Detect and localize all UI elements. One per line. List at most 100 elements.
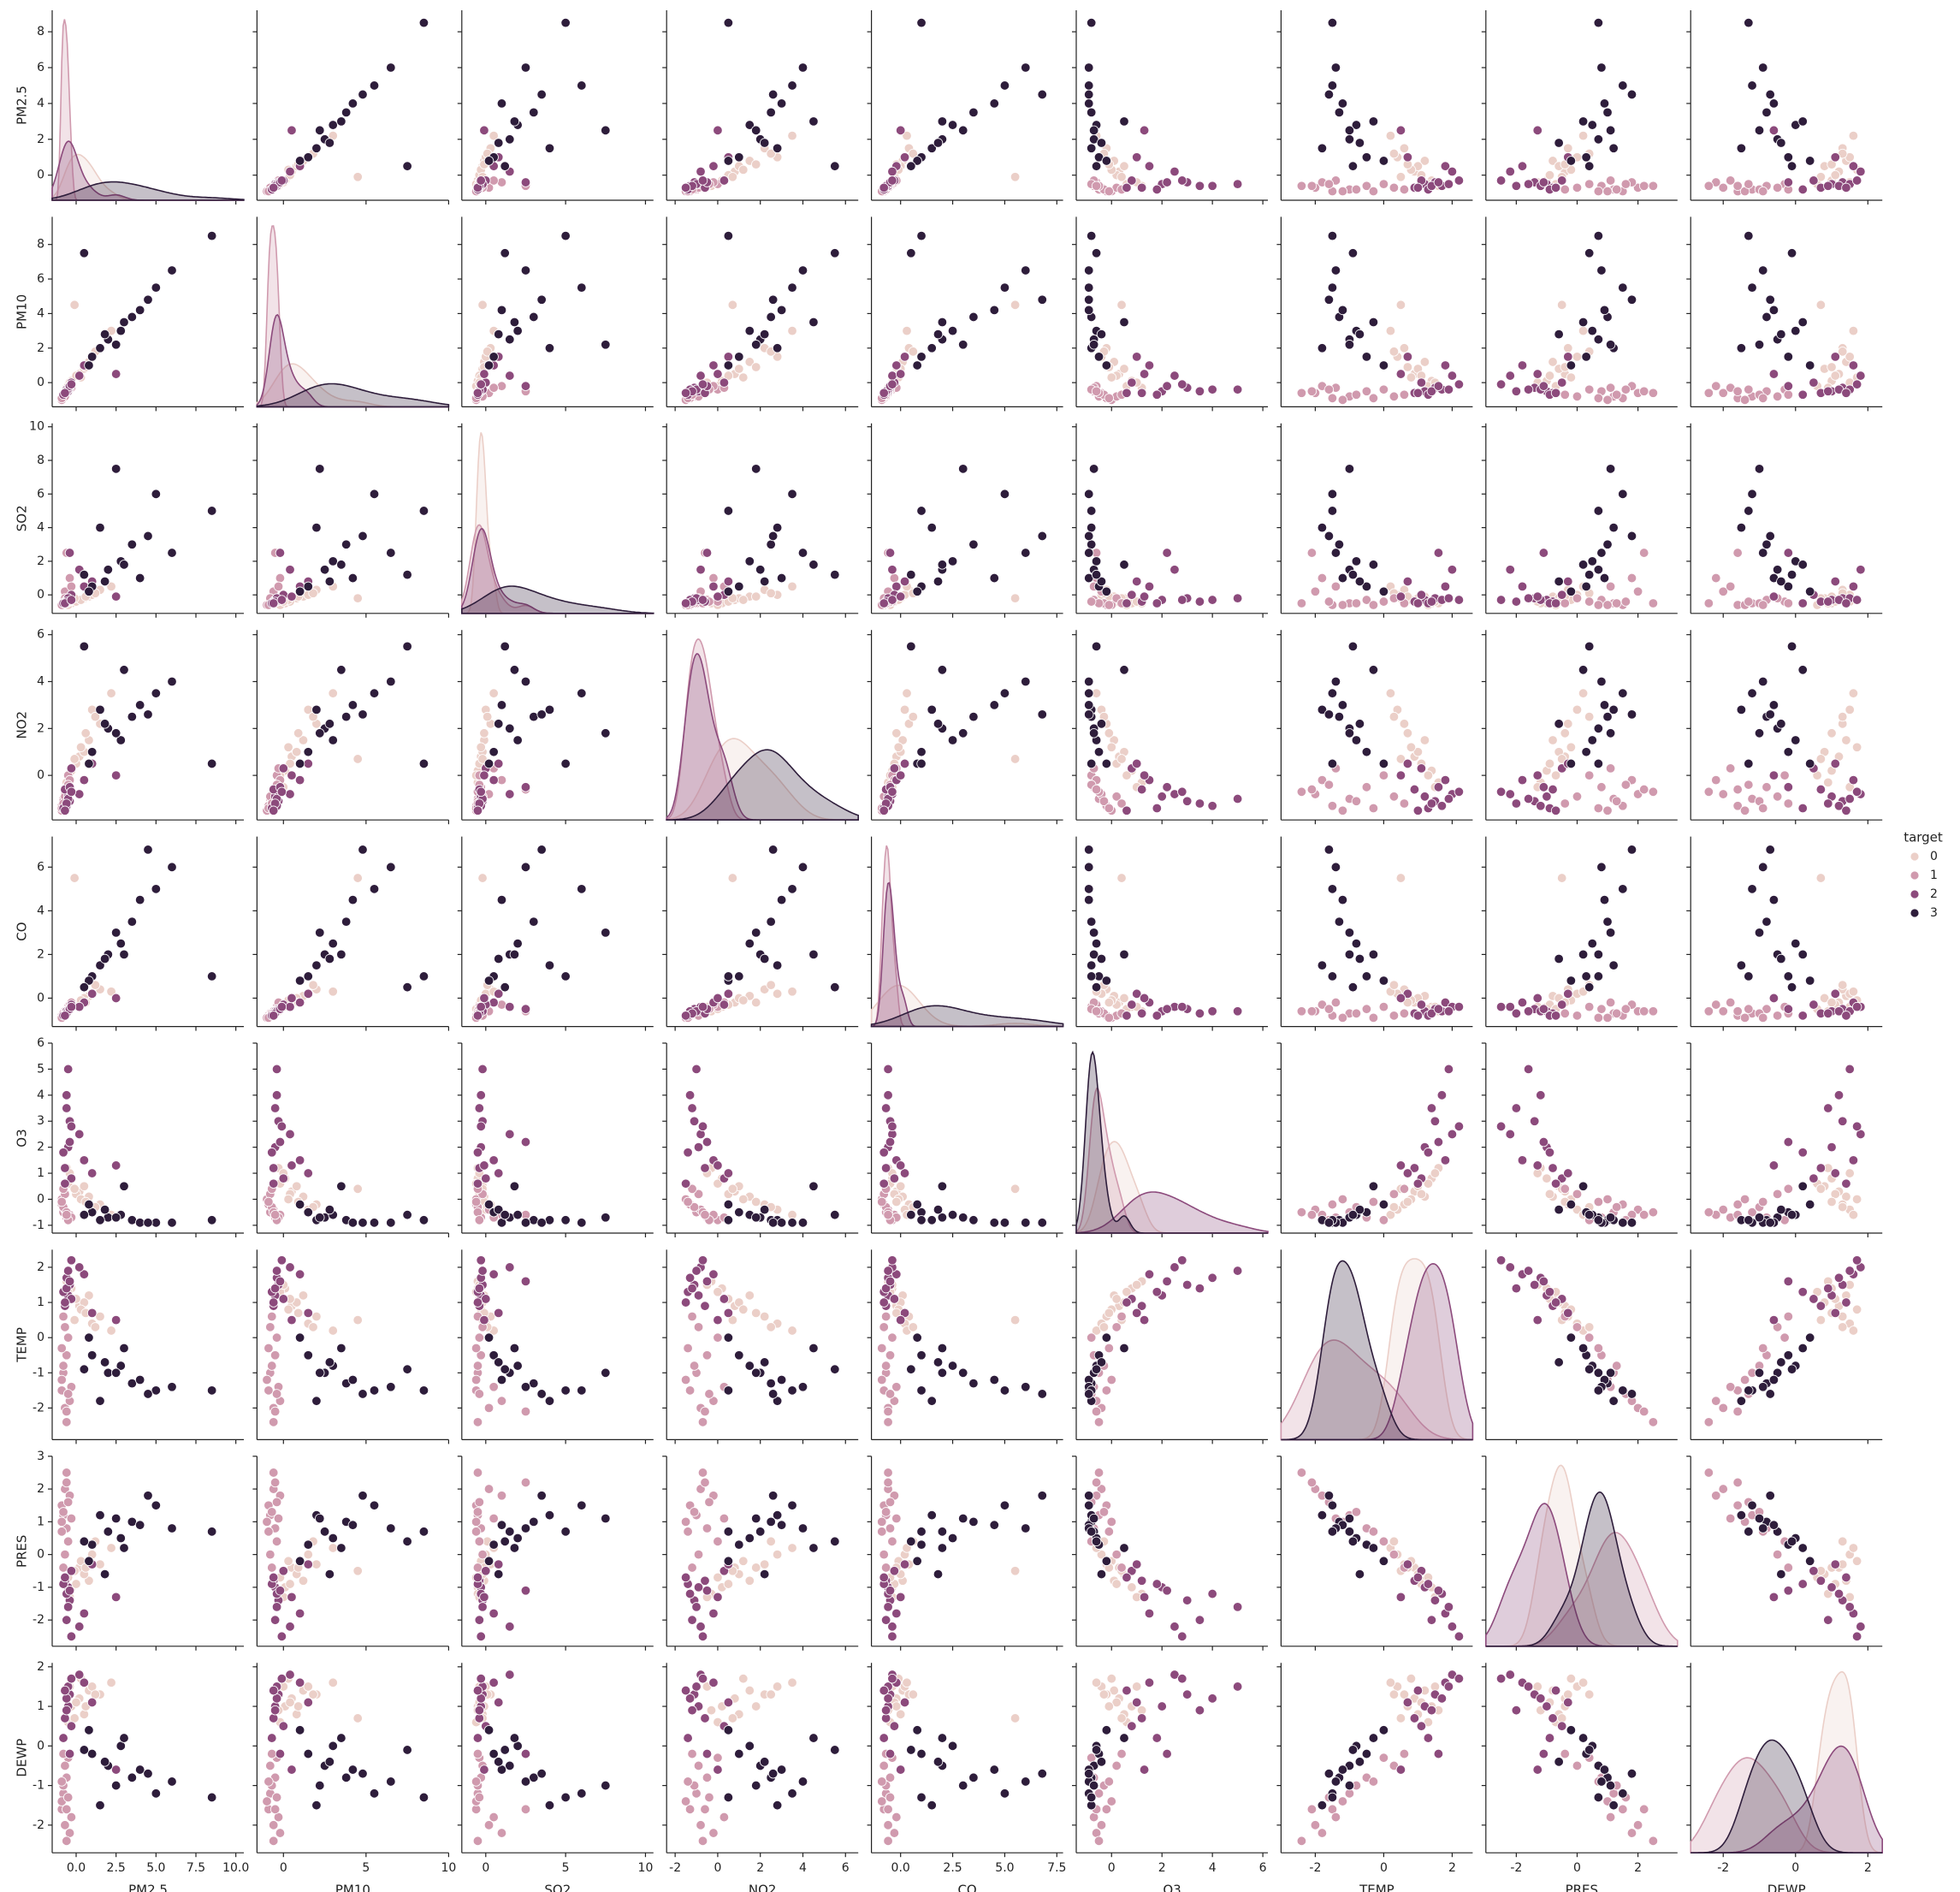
scatter-point [1419,735,1430,745]
scatter-point [482,711,493,722]
scatter-point [311,1396,322,1406]
scatter-point [1856,166,1866,177]
scatter-point [1758,1012,1768,1023]
scatter-point [167,862,177,873]
scatter-point [271,1090,282,1100]
scatter-point [1152,1579,1163,1589]
scatter-point [62,1693,72,1704]
scatter-point [1454,379,1465,389]
scatter-point [347,700,358,710]
scatter-point [1786,1210,1797,1220]
scatter-point [1378,360,1389,371]
scatter-point [1093,352,1104,362]
scatter-point [294,774,305,786]
scatter-point [303,1207,313,1218]
scatter-point [1718,1484,1728,1494]
scatter-point [509,116,520,127]
scatter-point [1523,593,1534,603]
scatter-point [766,1536,776,1547]
scatter-point [303,988,313,999]
scatter-point [772,343,783,353]
scatter-point [1144,581,1155,592]
scatter-point [278,1566,288,1576]
scatter-point [927,1509,937,1521]
scatter-point [494,953,504,964]
scatter-point [1194,1008,1205,1018]
scatter-point [352,1566,363,1576]
scatter-point [95,343,105,353]
scatter-point [60,1549,70,1560]
scatter-point [1402,352,1413,362]
scatter-point [601,928,611,938]
scatter-point [1037,709,1047,720]
scatter-point [1851,379,1862,389]
scatter-point [906,1364,916,1374]
scatter-point [86,1168,98,1178]
scatter-point [1772,792,1783,802]
x-tick-label: 5 [562,1861,570,1875]
scatter-point [1791,325,1801,336]
scatter-point [1838,347,1848,357]
scatter-point [1754,340,1765,350]
scatter-point [1827,1196,1837,1207]
scatter-point [1152,598,1163,608]
scatter-point [474,1389,485,1399]
scatter-point [1554,329,1564,340]
scatter-point [1596,62,1607,73]
scatter-point [1010,754,1021,764]
scatter-point [269,1417,279,1427]
scatter-point [1511,1008,1522,1018]
scatter-point [1337,805,1348,816]
scatter-point [989,1218,999,1228]
scatter-point [1361,181,1372,191]
scatter-point [1550,1178,1561,1189]
scatter-point [472,1148,483,1158]
scatter-point [324,953,335,964]
scatter-point [324,1357,335,1367]
scatter-point [311,522,322,533]
scatter-point [906,1536,916,1547]
scatter-point [1776,953,1786,964]
scatter-point [315,464,325,474]
scatter-point [1101,156,1112,166]
scatter-point [294,1556,305,1566]
scatter-point [79,1677,90,1688]
scatter-point [1426,798,1437,809]
scatter-point [285,1579,295,1589]
scatter-point [887,175,897,186]
scatter-point [713,1592,723,1603]
scatter-point [66,581,77,592]
scatter-point [294,758,305,769]
scatter-point [1538,381,1549,391]
scatter-point [713,1287,723,1297]
scatter-point [759,329,770,340]
scatter-point [56,1374,67,1385]
scatter-point [1086,539,1097,549]
scatter-point [1732,181,1743,191]
scatter-point [1347,982,1359,993]
scatter-point [1440,774,1451,786]
scatter-point [766,539,776,549]
scatter-point [755,565,766,575]
scatter-point [808,317,819,328]
scatter-point [505,1001,515,1012]
scatter-point [999,489,1010,500]
scatter-point [719,1294,730,1304]
scatter-point [1823,386,1833,396]
scatter-point [1536,801,1546,811]
scatter-point [115,1533,126,1544]
scatter-point [1593,17,1604,28]
scatter-point [509,317,520,328]
y-tick-label: -2 [33,1401,44,1415]
scatter-point [744,1533,755,1544]
scatter-point [1088,928,1099,938]
scatter-point [1296,1207,1307,1218]
scatter-point [797,1382,808,1392]
y-tick-label: 3 [37,1114,44,1128]
scatter-point [1323,384,1335,394]
scatter-point [1296,598,1307,608]
scatter-point [386,1382,396,1392]
scatter-point [1804,758,1815,769]
scatter-point [1593,1012,1604,1023]
scatter-point [947,735,958,745]
